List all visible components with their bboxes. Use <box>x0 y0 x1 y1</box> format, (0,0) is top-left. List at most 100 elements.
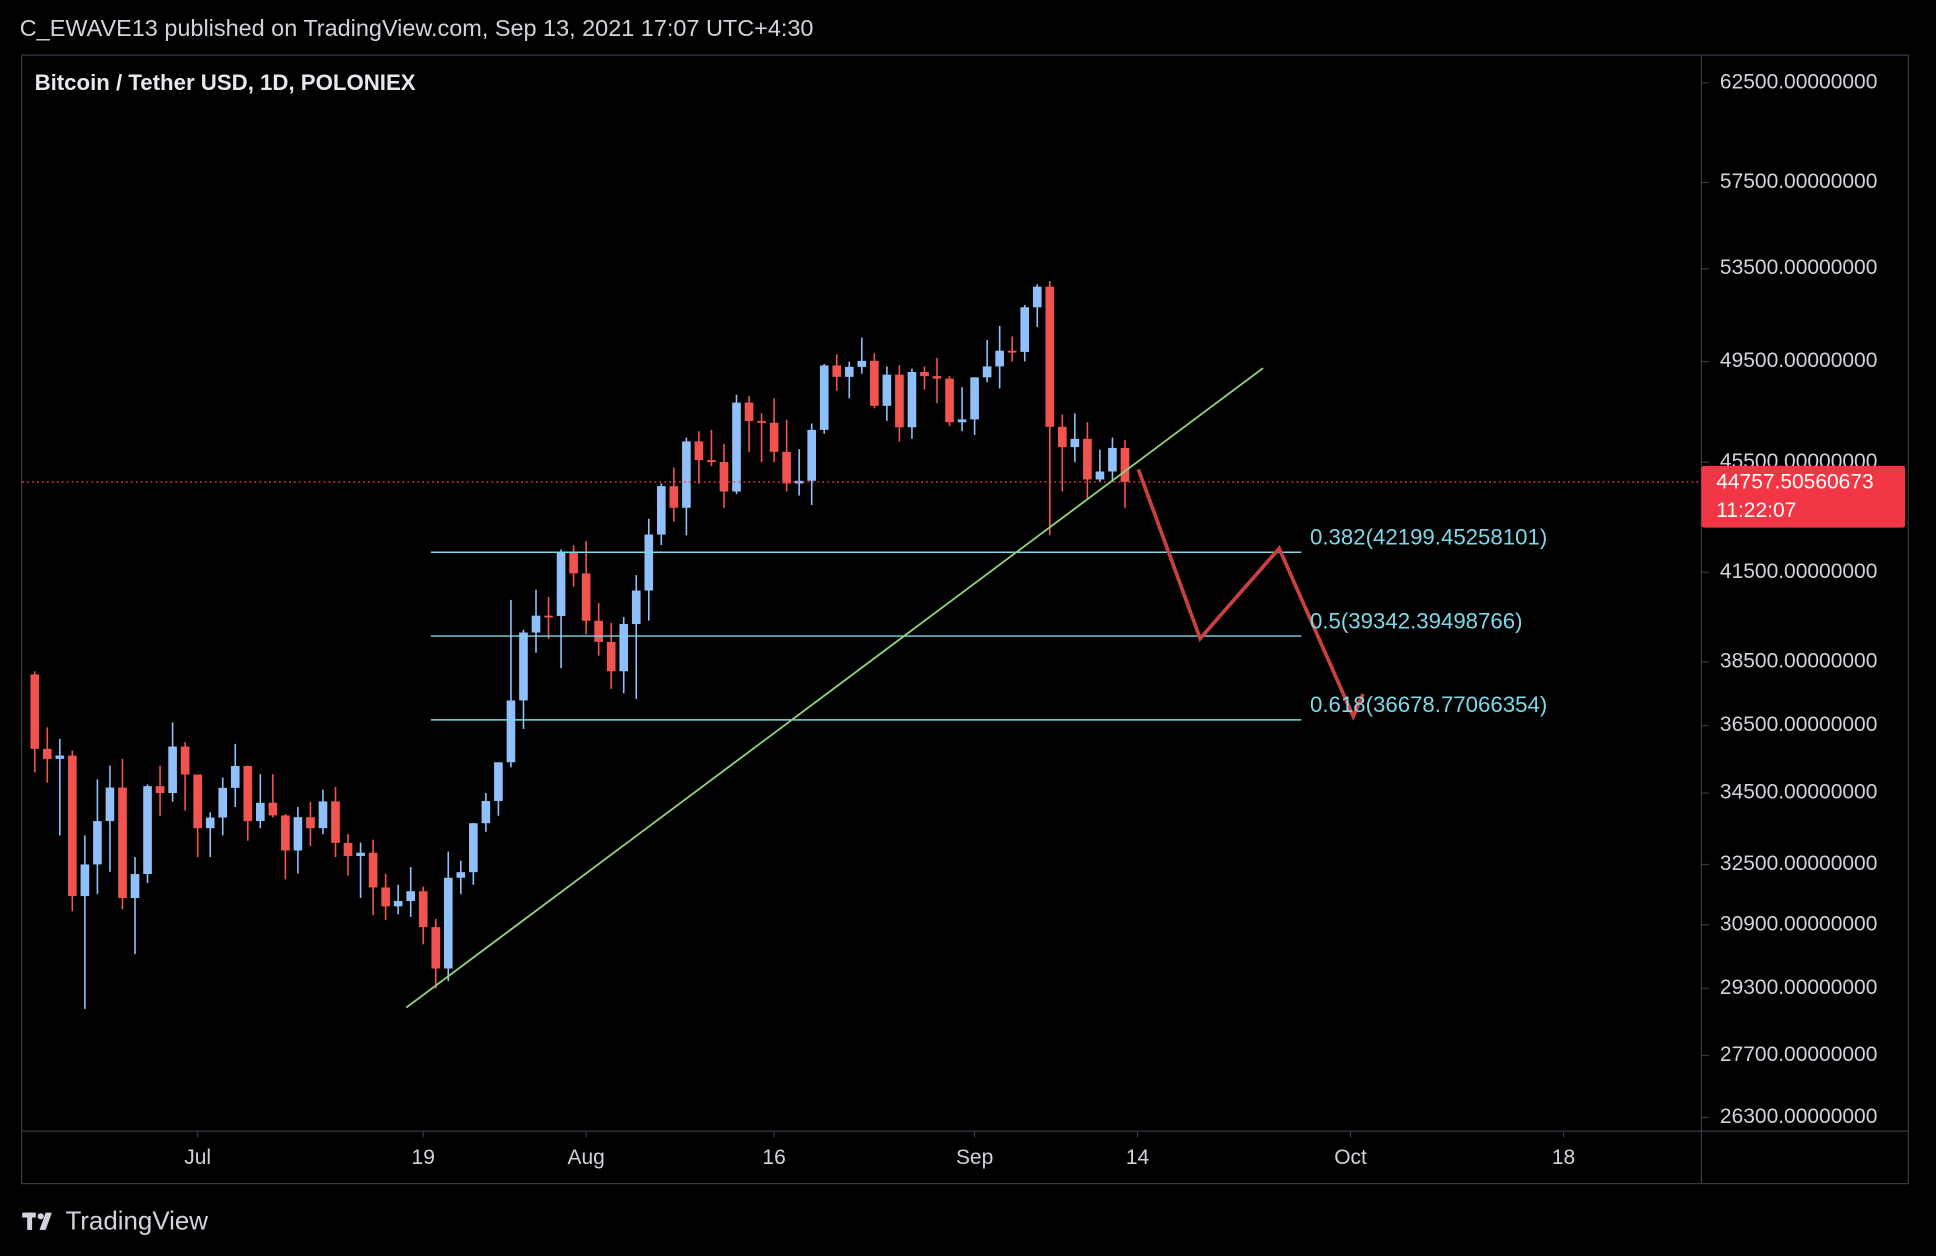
logo-part <box>39 1212 52 1230</box>
candle-body <box>381 887 390 907</box>
candle-body <box>1020 307 1030 352</box>
candle-body <box>331 801 340 843</box>
candle-body <box>30 674 40 749</box>
y-tick-label: 36500.00000000 <box>1720 713 1877 736</box>
footer-brand: TradingView <box>65 1207 208 1235</box>
candle-body <box>531 615 541 633</box>
candle-body <box>306 817 315 829</box>
candle-body <box>1045 286 1055 427</box>
candle-body <box>168 746 177 794</box>
candle-body <box>1108 447 1117 472</box>
candle-body <box>945 378 954 423</box>
candle-body <box>93 821 102 865</box>
candle-body <box>606 641 616 672</box>
candle-body <box>105 787 115 822</box>
candle-body <box>631 590 641 625</box>
x-tick-label: 19 <box>412 1146 435 1169</box>
candle-body <box>556 551 566 616</box>
fib-level-label: 0.5(39342.39498766) <box>1310 608 1522 633</box>
x-tick-label: 16 <box>762 1146 785 1169</box>
candle-body <box>757 420 766 423</box>
countdown-label: 11:22:07 <box>1716 499 1796 522</box>
x-tick-label: Jul <box>184 1146 211 1169</box>
candle-body <box>895 374 904 428</box>
candle-body <box>42 748 52 759</box>
candle-body <box>193 774 202 829</box>
candle-body <box>494 762 503 802</box>
chart-frame <box>20 54 1909 1185</box>
candle-body <box>544 615 553 618</box>
trend-line <box>405 367 1264 1009</box>
candle-body <box>732 402 741 492</box>
candle-body <box>68 755 77 897</box>
candle-body <box>130 874 140 898</box>
y-tick-label: 26300.00000000 <box>1720 1105 1877 1128</box>
candle-body <box>1120 447 1130 482</box>
y-tick-label: 32500.00000000 <box>1720 852 1877 875</box>
x-tick-label: Aug <box>567 1146 604 1169</box>
candle-body <box>456 872 466 878</box>
candle-body <box>694 441 704 461</box>
candle-body <box>318 801 328 829</box>
last-price-label: 44757.50560673 <box>1716 471 1873 494</box>
candle-body <box>469 823 478 873</box>
candle-body <box>970 377 979 420</box>
candle-body <box>268 802 278 816</box>
candle-body <box>431 927 441 969</box>
candle-body <box>143 786 152 875</box>
candle-body <box>406 891 416 902</box>
candle-body <box>356 852 365 856</box>
candle-body <box>857 360 867 367</box>
candle-body <box>519 632 528 701</box>
candle-body <box>1007 350 1017 353</box>
candle-body <box>393 901 403 907</box>
candle-body <box>180 746 190 775</box>
candle-body <box>343 842 353 856</box>
candle-body <box>619 624 629 672</box>
candle-body <box>682 441 691 508</box>
candle-body <box>443 877 453 969</box>
candle-body <box>957 419 967 423</box>
candle-body <box>744 402 754 421</box>
candle-body <box>870 360 879 406</box>
candle-body <box>844 366 854 377</box>
candle-body <box>581 573 591 621</box>
logo-part <box>27 1212 33 1230</box>
fib-level-label: 0.382(42199.45258101) <box>1310 525 1547 550</box>
candle-body <box>243 765 253 822</box>
candle-body <box>995 350 1004 367</box>
y-tick-label: 41500.00000000 <box>1720 560 1877 583</box>
y-tick-label: 38500.00000000 <box>1720 649 1877 672</box>
candle-body <box>293 817 303 851</box>
chart-title: Bitcoin / Tether USD, 1D, POLONIEX <box>35 70 416 95</box>
y-tick-label: 27700.00000000 <box>1720 1043 1877 1066</box>
candle-body <box>832 365 842 377</box>
y-tick-label: 57500.00000000 <box>1720 170 1877 193</box>
candle-body <box>707 460 716 463</box>
candle-body <box>932 376 942 379</box>
last-price-box <box>1701 465 1906 528</box>
x-tick-label: Oct <box>1334 1146 1367 1169</box>
y-tick-label: 34500.00000000 <box>1720 781 1877 804</box>
candle-body <box>255 802 265 822</box>
candle-body <box>80 864 90 897</box>
y-tick-label: 49500.00000000 <box>1720 349 1877 372</box>
candle-body <box>769 422 779 452</box>
candle-body <box>481 801 491 824</box>
fib-level-label: 0.618(36678.77066354) <box>1310 692 1547 717</box>
candle-body <box>368 852 378 888</box>
candle-body <box>656 486 666 535</box>
candle-body <box>1070 438 1080 448</box>
y-tick-label: 30900.00000000 <box>1720 912 1877 935</box>
candle-body <box>1032 286 1042 308</box>
candle-body <box>281 815 290 851</box>
candle-body <box>982 366 992 378</box>
candle-body <box>594 620 603 642</box>
projection-path <box>1136 468 1365 721</box>
candle-body <box>218 787 228 818</box>
candle-body <box>1095 471 1105 480</box>
candle-body <box>1083 438 1092 480</box>
candle-body <box>920 371 929 377</box>
x-tick-label: Sep <box>956 1146 993 1169</box>
candle-body <box>819 365 829 430</box>
